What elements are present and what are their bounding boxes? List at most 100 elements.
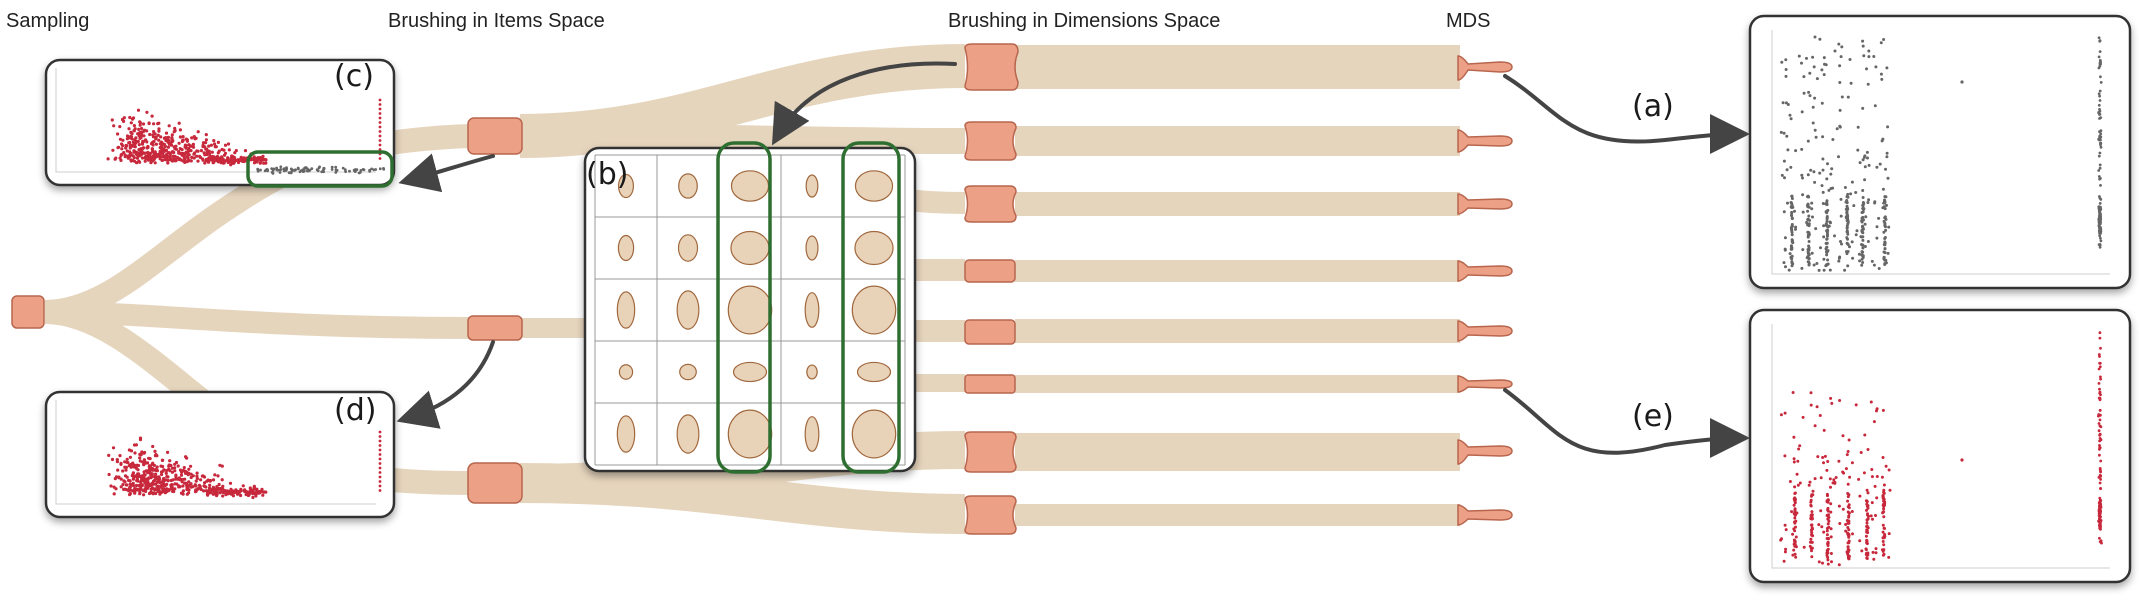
data-point bbox=[137, 148, 141, 152]
node-mds-7[interactable] bbox=[1457, 439, 1513, 465]
data-point bbox=[1783, 248, 1787, 252]
node-mds-6[interactable] bbox=[1457, 375, 1513, 393]
data-point bbox=[1840, 95, 1844, 99]
node-mds-4[interactable] bbox=[1457, 260, 1513, 282]
data-point bbox=[173, 126, 177, 130]
data-point bbox=[128, 115, 132, 120]
data-point bbox=[1866, 240, 1870, 243]
data-point bbox=[134, 474, 138, 478]
brush-selection-c[interactable] bbox=[246, 150, 394, 188]
data-point bbox=[1869, 400, 1873, 404]
node-mds-8[interactable] bbox=[1457, 504, 1513, 526]
data-point bbox=[1784, 528, 1788, 532]
data-point bbox=[1874, 514, 1877, 517]
data-point bbox=[1860, 253, 1864, 257]
node-sampling[interactable] bbox=[11, 295, 45, 329]
correlation-ellipse bbox=[730, 170, 770, 202]
plot-axes bbox=[1771, 324, 2110, 569]
data-point bbox=[1846, 541, 1850, 545]
data-point bbox=[310, 167, 314, 171]
node-mds-1[interactable] bbox=[1457, 55, 1513, 81]
data-point bbox=[152, 157, 156, 161]
data-point bbox=[181, 484, 185, 488]
data-point bbox=[151, 135, 155, 139]
data-point bbox=[154, 453, 158, 457]
data-point bbox=[212, 156, 216, 160]
data-point bbox=[1789, 245, 1793, 249]
panel-a[interactable] bbox=[1748, 14, 2132, 290]
node-items-bottom[interactable] bbox=[467, 462, 523, 504]
data-point bbox=[378, 430, 382, 434]
node-mds-5[interactable] bbox=[1457, 320, 1513, 342]
data-point bbox=[195, 154, 199, 158]
data-point bbox=[1883, 527, 1886, 530]
data-point bbox=[140, 142, 145, 146]
data-point bbox=[166, 478, 170, 482]
data-point bbox=[1829, 396, 1833, 400]
data-point bbox=[1801, 248, 1805, 252]
data-point bbox=[121, 138, 125, 142]
node-mds-3[interactable] bbox=[1457, 193, 1513, 215]
data-point bbox=[266, 168, 269, 171]
node-items-top[interactable] bbox=[467, 117, 523, 155]
data-point bbox=[173, 469, 177, 473]
node-mds-2[interactable] bbox=[1457, 129, 1513, 153]
data-point bbox=[1854, 233, 1858, 237]
node-dim-4[interactable] bbox=[964, 259, 1016, 283]
data-point bbox=[159, 141, 163, 145]
node-dim-7[interactable] bbox=[964, 431, 1017, 473]
data-point bbox=[1882, 38, 1886, 41]
data-point bbox=[1815, 405, 1819, 409]
data-point bbox=[138, 456, 142, 460]
data-point bbox=[378, 484, 382, 488]
data-point bbox=[155, 475, 159, 479]
data-point bbox=[1866, 504, 1870, 508]
data-point bbox=[1850, 510, 1854, 513]
node-dim-6[interactable] bbox=[964, 374, 1016, 394]
plot-axes bbox=[55, 68, 376, 173]
data-point bbox=[1875, 225, 1879, 229]
data-point bbox=[1843, 186, 1847, 189]
data-point bbox=[159, 484, 163, 488]
node-dim-1[interactable] bbox=[964, 43, 1019, 91]
node-items-mid[interactable] bbox=[467, 315, 523, 341]
data-point bbox=[247, 493, 251, 497]
data-point bbox=[1790, 510, 1794, 514]
node-dim-3[interactable] bbox=[964, 185, 1017, 223]
data-point bbox=[1848, 475, 1852, 479]
data-point bbox=[191, 145, 196, 149]
pipeline-nodes bbox=[11, 43, 1513, 535]
data-point bbox=[1841, 434, 1845, 438]
node-dim-5[interactable] bbox=[964, 319, 1016, 345]
data-point bbox=[215, 485, 219, 489]
panel-c[interactable]: (c) bbox=[44, 58, 396, 188]
panel-d[interactable]: (d) bbox=[44, 390, 396, 519]
data-point bbox=[370, 167, 373, 171]
data-point bbox=[1845, 230, 1849, 234]
data-point bbox=[1883, 222, 1887, 226]
data-point bbox=[193, 483, 197, 487]
data-point bbox=[1838, 81, 1842, 84]
data-point bbox=[1883, 251, 1887, 255]
data-point bbox=[135, 477, 139, 481]
panel-b[interactable]: (b) bbox=[583, 141, 917, 474]
data-point bbox=[1861, 44, 1865, 48]
data-point bbox=[1844, 467, 1848, 471]
data-point bbox=[330, 165, 334, 169]
data-point bbox=[1867, 55, 1871, 59]
data-point bbox=[1784, 265, 1787, 269]
panel-e[interactable] bbox=[1748, 308, 2132, 584]
brush-column-3[interactable] bbox=[716, 141, 772, 474]
data-point bbox=[136, 108, 141, 112]
data-point bbox=[1813, 128, 1817, 132]
node-dim-2[interactable] bbox=[964, 121, 1017, 161]
brush-column-5[interactable] bbox=[841, 141, 901, 474]
data-point bbox=[123, 155, 127, 159]
node-dim-8[interactable] bbox=[964, 495, 1017, 535]
data-point bbox=[1855, 229, 1859, 233]
data-point bbox=[1884, 195, 1888, 199]
data-point bbox=[1797, 54, 1801, 58]
data-point bbox=[1870, 475, 1874, 479]
data-point bbox=[1881, 523, 1885, 527]
correlation-ellipse bbox=[854, 170, 894, 202]
